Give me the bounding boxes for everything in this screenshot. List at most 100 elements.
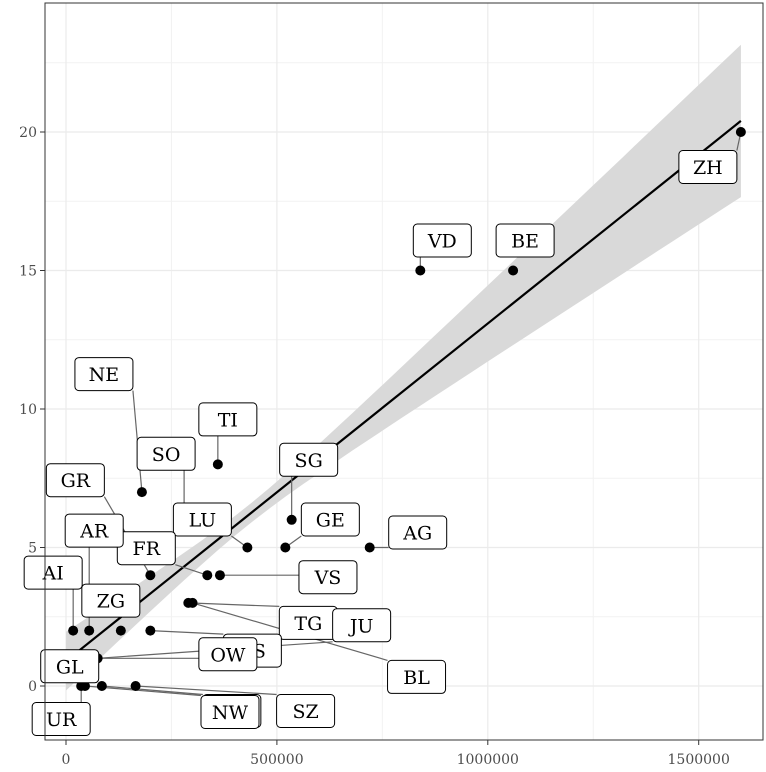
x-tick-label: 1500000 [668,752,730,768]
label-box [332,608,392,643]
label-box [116,531,176,566]
label-box [388,515,448,550]
label-text: SO [152,444,181,466]
label-box [298,560,358,595]
label-box [198,402,258,437]
data-point-zg [115,625,126,636]
label-text: BE [511,231,539,253]
point-label-ge: GE [300,502,360,537]
x-tick-label: 0 [62,752,71,768]
point-label-gr: GR [45,463,105,498]
y-tick-label: 0 [28,679,37,695]
data-point-ag [364,542,375,553]
data-point-sz [130,681,141,691]
label-box [45,463,105,498]
point-labels: ZHBEVDAGSGGELUTIVSFRBLSOTGGRNESZZGSHBSAR… [23,150,738,736]
point-label-ti: TI [198,402,258,437]
confidence-band [66,44,741,691]
label-text: JU [348,615,374,637]
data-point-gr [145,570,156,581]
point-label-ur: UR [31,702,91,736]
data-point-ti [212,459,223,470]
label-box [64,513,124,548]
label-box [136,436,196,471]
label-text: GR [61,470,91,492]
label-box [23,555,83,590]
point-label-vd: VD [412,223,472,258]
label-text: VD [427,231,457,253]
label-text: ZG [97,591,125,613]
leader-line-tg [188,602,280,607]
label-box [172,502,232,537]
label-text: SZ [292,701,318,723]
label-box [387,659,447,694]
label-text: GE [316,510,345,532]
label-box [198,637,258,672]
label-box [200,695,260,729]
data-point-be [508,265,519,276]
point-label-sz: SZ [276,694,336,728]
label-box [31,702,91,736]
point-label-be: BE [495,223,555,258]
data-point-fr [202,570,213,581]
point-label-ai: AI [23,555,83,590]
plot-border [44,2,764,741]
leader-line-sh [101,685,203,696]
point-label-ar: AR [64,513,124,548]
data-point-ai [68,625,79,636]
label-box [495,223,555,258]
label-box [40,649,100,684]
axis-ticks: 0 500000 1000000 1500000 0 5 10 15 20 [19,125,730,768]
x-tick-label: 500000 [250,752,303,768]
y-tick-label: 20 [19,125,37,141]
point-label-gl: GL [40,649,100,684]
trend-line [65,120,742,662]
data-point-lu [242,542,253,553]
data-point-tg [183,597,194,608]
x-tick-label: 1000000 [457,752,519,768]
point-label-bl: BL [387,659,447,694]
label-box [300,502,360,537]
leader-line-sz [135,685,277,696]
label-box [279,442,339,477]
label-text: FR [133,538,161,560]
label-text: VS [314,567,342,589]
point-label-nw: NW [200,695,260,729]
point-label-ju: JU [332,608,392,643]
data-point-vs [214,570,225,581]
y-tick-label: 10 [19,402,37,418]
data-point-ne [136,487,147,498]
label-box [678,150,738,184]
point-label-so: SO [136,436,196,471]
label-text: ZH [693,157,723,179]
y-tick-label: 15 [19,264,37,280]
label-text: AG [402,523,432,545]
data-point-sg [286,514,297,525]
label-text: LU [189,510,217,532]
data-point-bs [145,625,156,636]
data-point-sh [96,681,107,691]
point-label-ne: NE [74,357,134,392]
label-text: AI [42,563,64,585]
point-label-tg: TG [278,605,338,640]
label-box [412,223,472,258]
leader-line-fr [175,564,208,576]
point-label-fr: FR [116,531,176,566]
leader-line-bs [150,630,224,635]
label-text: GL [56,656,84,678]
data-point-vd [415,265,426,276]
label-text: TI [218,409,238,431]
label-text: AR [79,521,109,543]
label-text: OW [210,644,246,666]
point-label-ow: OW [198,637,258,672]
y-tick-label: 5 [28,541,37,557]
data-point-zh [735,127,746,137]
label-text: UR [46,709,77,731]
label-text: NW [212,702,249,724]
point-label-vs: VS [298,560,358,595]
label-text: BL [403,667,430,689]
label-box [81,583,141,618]
data-point-ur [76,681,87,691]
label-text: NE [89,364,120,386]
